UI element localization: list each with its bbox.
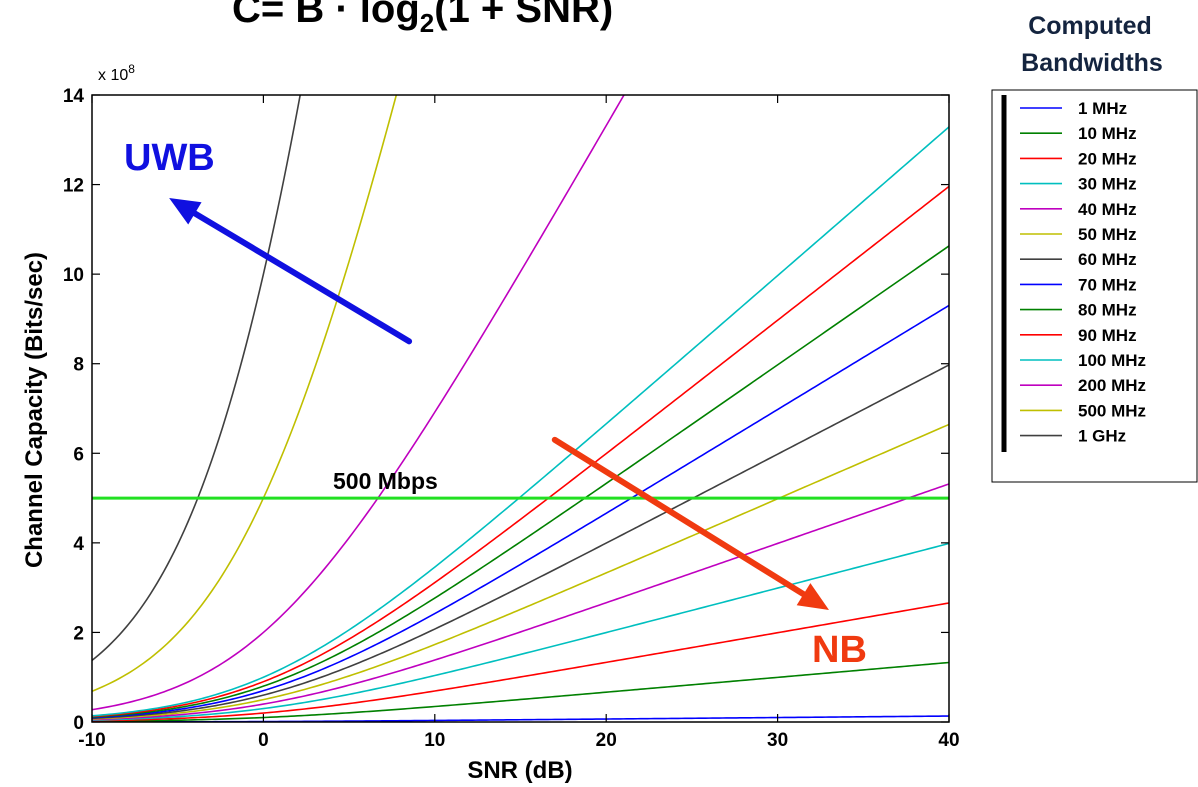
x-tick-label: 20: [596, 730, 617, 751]
y-exponent-label: x 108: [98, 62, 135, 84]
x-axis-label: SNR (dB): [467, 757, 572, 784]
series-line-500-mhz: [92, 95, 398, 692]
legend-title-line2: Bandwidths: [1021, 49, 1163, 77]
x-tick-label: 0: [258, 730, 269, 751]
series-line-70-mhz: [92, 304, 949, 719]
series-line-10-mhz: [92, 661, 949, 722]
x-tick-label: 40: [938, 730, 959, 751]
arrow-shaft-uwb: [191, 210, 413, 345]
series-line-1-ghz: [92, 95, 301, 662]
arrow-head-uwb: [169, 198, 202, 225]
series-line-90-mhz: [92, 185, 949, 718]
reference-line-label: 500 Mbps: [333, 468, 438, 494]
legend: 1 MHz 10 MHz 20 MHz 30 MHz 40 MHz 50 MHz 60 MH…: [1020, 99, 1146, 446]
legend-label-40-mhz: 40 MHz: [1078, 200, 1137, 219]
series-line-50-mhz: [92, 423, 949, 720]
uwb-annotation: UWB: [124, 137, 215, 179]
series-line-40-mhz: [92, 483, 949, 721]
legend-label-100-mhz: 100 MHz: [1078, 351, 1146, 370]
x-tick-label: 10: [424, 730, 445, 751]
y-tick-label: 10: [63, 265, 84, 286]
formula-title: C= B · log2(1 + SNR): [232, 0, 613, 38]
legend-label-1-ghz: 1 GHz: [1078, 427, 1126, 446]
formula-subscript: 2: [420, 8, 434, 38]
series-line-60-mhz: [92, 364, 949, 720]
arrow-shaft-nb: [551, 436, 807, 598]
arrow-layer: [169, 198, 830, 611]
y-exponent-power: 8: [128, 62, 135, 76]
series-layer: [92, 95, 949, 722]
legend-title-line1: Computed: [1028, 12, 1152, 40]
legend-label-90-mhz: 90 MHz: [1078, 326, 1137, 345]
y-tick-label: 14: [63, 86, 85, 107]
legend-label-30-mhz: 30 MHz: [1078, 175, 1137, 194]
legend-label-60-mhz: 60 MHz: [1078, 250, 1137, 269]
legend-label-10-mhz: 10 MHz: [1078, 124, 1137, 143]
nb-annotation: NB: [812, 629, 867, 671]
legend-label-80-mhz: 80 MHz: [1078, 301, 1137, 320]
legend-label-70-mhz: 70 MHz: [1078, 275, 1137, 294]
x-tick-label: -10: [78, 730, 105, 751]
legend-label-1-mhz: 1 MHz: [1078, 99, 1127, 118]
y-tick-label: 2: [73, 623, 84, 644]
legend-label-200-mhz: 200 MHz: [1078, 376, 1146, 395]
legend-box: [991, 89, 1198, 483]
series-line-20-mhz: [92, 602, 949, 722]
y-axis-label: Channel Capacity (Bits/sec): [21, 252, 48, 568]
y-tick-label: 4: [73, 534, 84, 555]
legend-label-500-mhz: 500 MHz: [1078, 401, 1146, 420]
series-line-80-mhz: [92, 245, 949, 718]
y-tick-label: 12: [63, 176, 84, 197]
y-tick-label: 6: [73, 444, 84, 465]
legend-label-20-mhz: 20 MHz: [1078, 149, 1137, 168]
x-tick-label: 30: [767, 730, 788, 751]
series-line-30-mhz: [92, 542, 949, 721]
plot-frame: [91, 94, 950, 723]
y-tick-label: 8: [73, 355, 84, 376]
series-line-100-mhz: [92, 126, 949, 717]
arrow-head-nb: [796, 583, 830, 611]
legend-label-50-mhz: 50 MHz: [1078, 225, 1137, 244]
series-line-200-mhz: [92, 95, 625, 711]
y-tick-label: 0: [73, 713, 84, 734]
